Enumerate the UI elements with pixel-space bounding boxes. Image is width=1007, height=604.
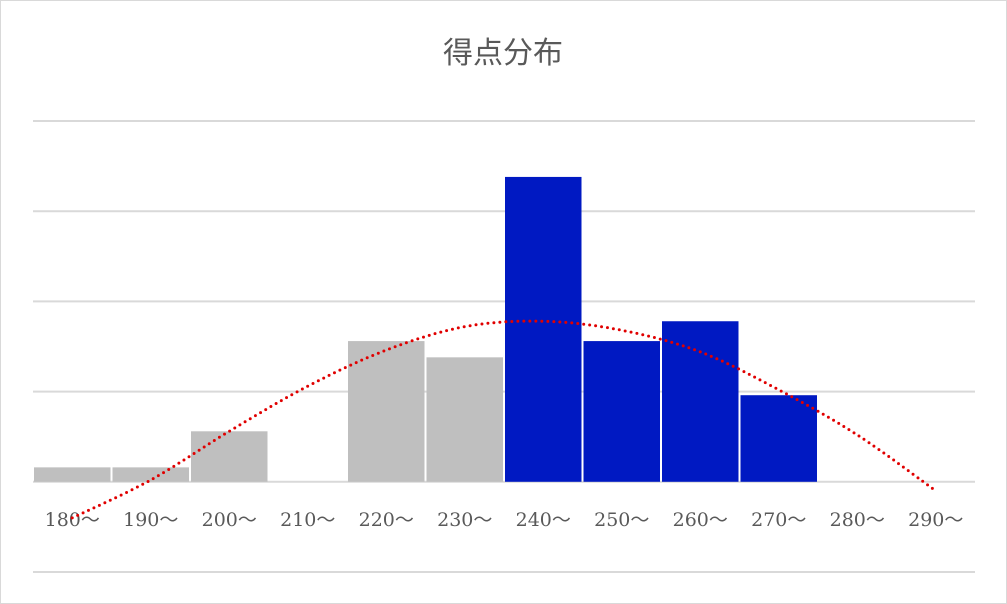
x-tick-label: 260～ xyxy=(673,509,728,531)
x-tick-label: 280～ xyxy=(830,509,885,531)
x-tick-label: 270～ xyxy=(751,509,806,531)
bar xyxy=(583,341,660,482)
chart-title: 得点分布 xyxy=(443,36,563,71)
bar xyxy=(740,395,817,482)
x-tick-label: 210～ xyxy=(280,509,335,531)
bar xyxy=(34,467,111,482)
bar xyxy=(505,176,582,482)
x-tick-label: 180～ xyxy=(45,509,100,531)
bar xyxy=(348,341,425,482)
x-tick-label: 290～ xyxy=(908,509,963,531)
trendline xyxy=(70,319,938,520)
x-tick-label: 190～ xyxy=(123,509,178,531)
bar xyxy=(191,431,268,482)
bar xyxy=(662,321,739,482)
x-tick-label: 200～ xyxy=(202,509,257,531)
bar xyxy=(426,357,503,482)
x-tick-label: 250～ xyxy=(594,509,649,531)
bar xyxy=(112,467,189,482)
x-tick-label: 230～ xyxy=(437,509,492,531)
x-tick-label: 220～ xyxy=(359,509,414,531)
x-tick-label: 240～ xyxy=(516,509,571,531)
